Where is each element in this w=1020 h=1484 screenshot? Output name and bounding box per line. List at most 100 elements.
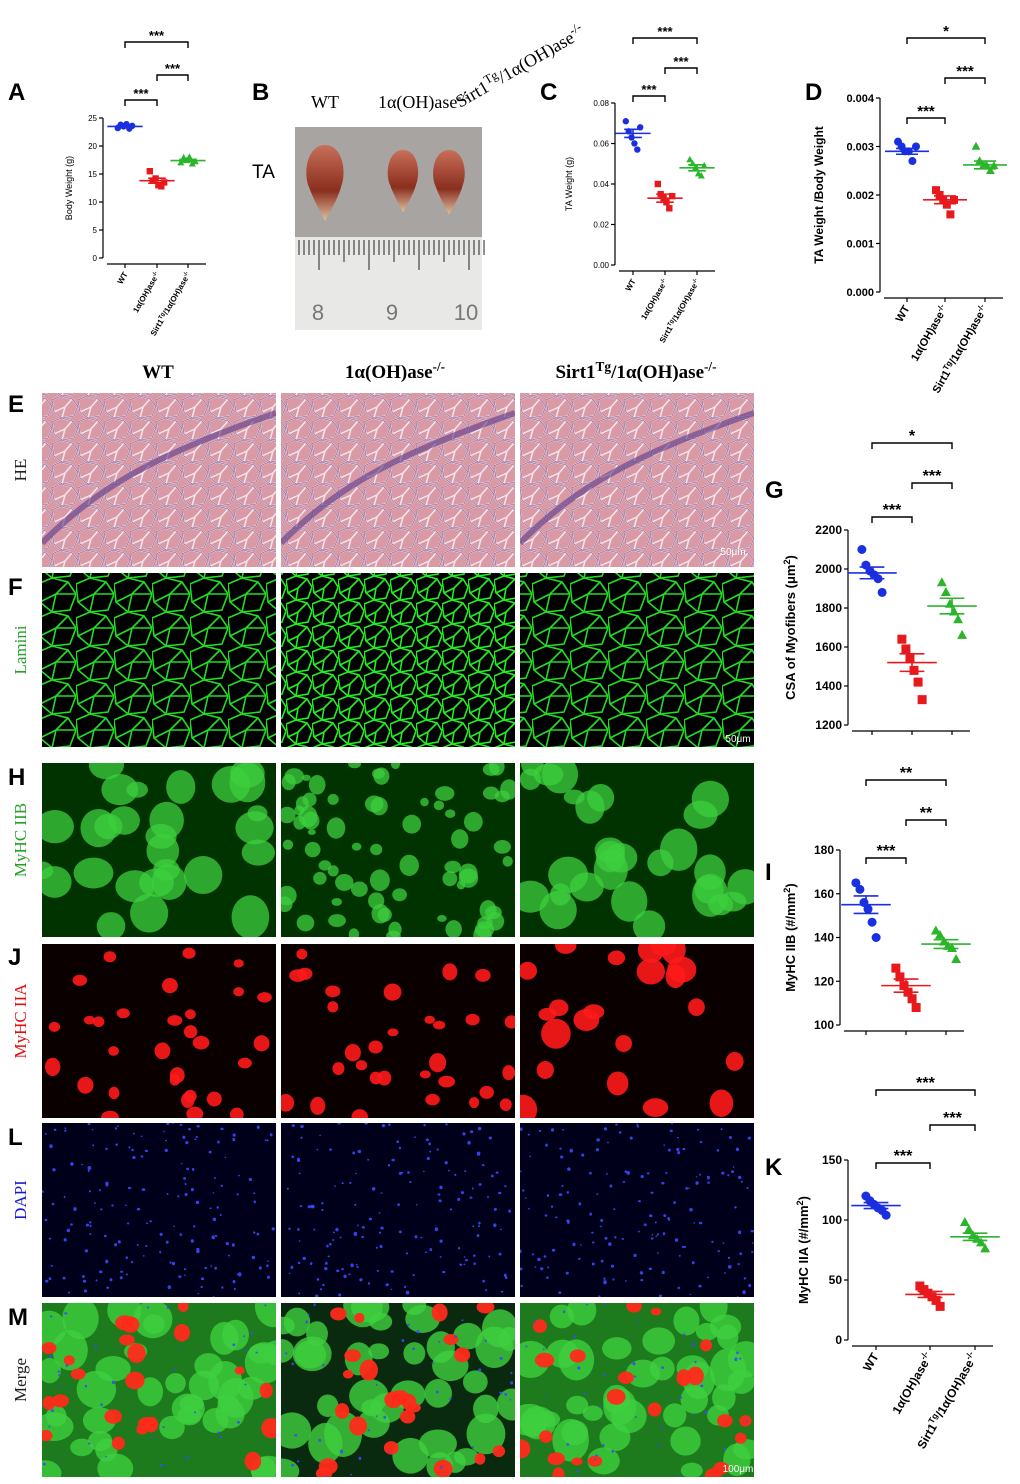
point xyxy=(971,141,981,150)
fiber xyxy=(424,1379,452,1408)
fiber xyxy=(321,1201,324,1205)
fiber xyxy=(341,1182,344,1185)
fiber xyxy=(650,1237,654,1240)
significance-bracket xyxy=(875,1162,931,1169)
fiber xyxy=(195,1135,198,1139)
fiber xyxy=(405,1252,408,1255)
fiber xyxy=(547,1452,565,1466)
fiber xyxy=(458,863,478,884)
fiber xyxy=(546,1339,579,1368)
fiber xyxy=(305,1320,309,1324)
fiber xyxy=(217,1431,221,1435)
fiber xyxy=(318,860,332,871)
text-part: -/- xyxy=(659,277,667,285)
fiber xyxy=(266,1139,269,1142)
fiber xyxy=(126,1222,130,1225)
fiber xyxy=(371,1187,376,1191)
point xyxy=(947,943,958,953)
fiber xyxy=(388,1123,391,1127)
fiber xyxy=(632,1361,636,1366)
fiber xyxy=(119,1334,135,1346)
fiber xyxy=(337,1123,341,1125)
fiber xyxy=(559,1147,562,1150)
fiber xyxy=(322,1283,325,1287)
point xyxy=(871,933,881,942)
fiber xyxy=(732,1166,735,1168)
fiber xyxy=(737,1175,742,1180)
point xyxy=(669,192,676,200)
y-tick-label: 1200 xyxy=(815,718,842,732)
fiber xyxy=(310,1096,326,1115)
fiber xyxy=(502,856,513,867)
fiber xyxy=(596,1138,600,1142)
fiber xyxy=(668,1218,671,1221)
fiber xyxy=(332,1238,335,1242)
fiber xyxy=(478,1183,482,1186)
fiber xyxy=(695,1181,699,1185)
error-bar xyxy=(688,163,706,172)
fiber xyxy=(195,1200,200,1205)
fiber xyxy=(546,1276,549,1279)
fiber xyxy=(490,1174,494,1178)
fiber xyxy=(184,1182,187,1185)
fiber xyxy=(349,1181,352,1185)
fiber xyxy=(114,1127,118,1130)
fiber xyxy=(595,1454,598,1457)
significance-bracket xyxy=(871,442,953,449)
fiber xyxy=(425,1138,429,1142)
micrograph xyxy=(281,763,515,937)
fiber xyxy=(200,1285,203,1289)
fiber xyxy=(418,1429,457,1459)
fiber xyxy=(531,1253,534,1256)
significance-label: *** xyxy=(149,28,165,43)
panel-letter: K xyxy=(765,1154,783,1181)
fiber xyxy=(713,1461,730,1475)
fiber xyxy=(730,1170,735,1173)
fiber xyxy=(267,1260,269,1263)
fiber xyxy=(675,1238,679,1242)
fiber xyxy=(319,1134,321,1137)
fiber xyxy=(751,1242,754,1244)
fiber xyxy=(159,1415,185,1440)
fiber xyxy=(594,1458,597,1461)
fiber xyxy=(335,874,354,891)
fiber xyxy=(165,1240,169,1244)
vessel xyxy=(520,410,754,546)
panel-letter: H xyxy=(8,764,25,791)
fiber xyxy=(562,1129,565,1131)
fiber xyxy=(302,1256,306,1261)
fiber xyxy=(316,1277,320,1281)
fiber xyxy=(335,1227,339,1232)
muscle xyxy=(433,150,465,215)
fiber xyxy=(482,763,500,776)
fiber xyxy=(577,1366,581,1370)
panel-letter: B xyxy=(252,79,269,106)
fiber xyxy=(48,1277,52,1281)
fiber xyxy=(111,1204,114,1207)
fiber xyxy=(140,1155,144,1158)
fiber xyxy=(217,1378,254,1418)
fiber xyxy=(376,1269,379,1272)
fiber xyxy=(461,1319,464,1322)
point xyxy=(897,634,907,644)
fiber xyxy=(209,1207,212,1210)
fiber xyxy=(284,768,304,785)
fiber xyxy=(88,763,125,780)
fiber xyxy=(551,1248,556,1252)
significance-bracket xyxy=(905,819,947,826)
text-part: /1α(OH)ase xyxy=(948,310,987,366)
fiber xyxy=(563,789,585,805)
micrograph xyxy=(520,944,754,1118)
fiber xyxy=(520,961,538,980)
fiber xyxy=(51,1202,55,1206)
fiber xyxy=(539,890,577,930)
point xyxy=(666,205,673,212)
point xyxy=(935,191,944,199)
fiber xyxy=(49,1354,53,1359)
x-tick-label: WT xyxy=(116,270,130,285)
error-bar xyxy=(939,597,965,615)
text-part: TA Weight /Body Weight xyxy=(812,126,826,264)
text-part: Sirt1 xyxy=(658,324,675,344)
fiber xyxy=(573,1335,576,1339)
fiber xyxy=(66,1228,71,1233)
